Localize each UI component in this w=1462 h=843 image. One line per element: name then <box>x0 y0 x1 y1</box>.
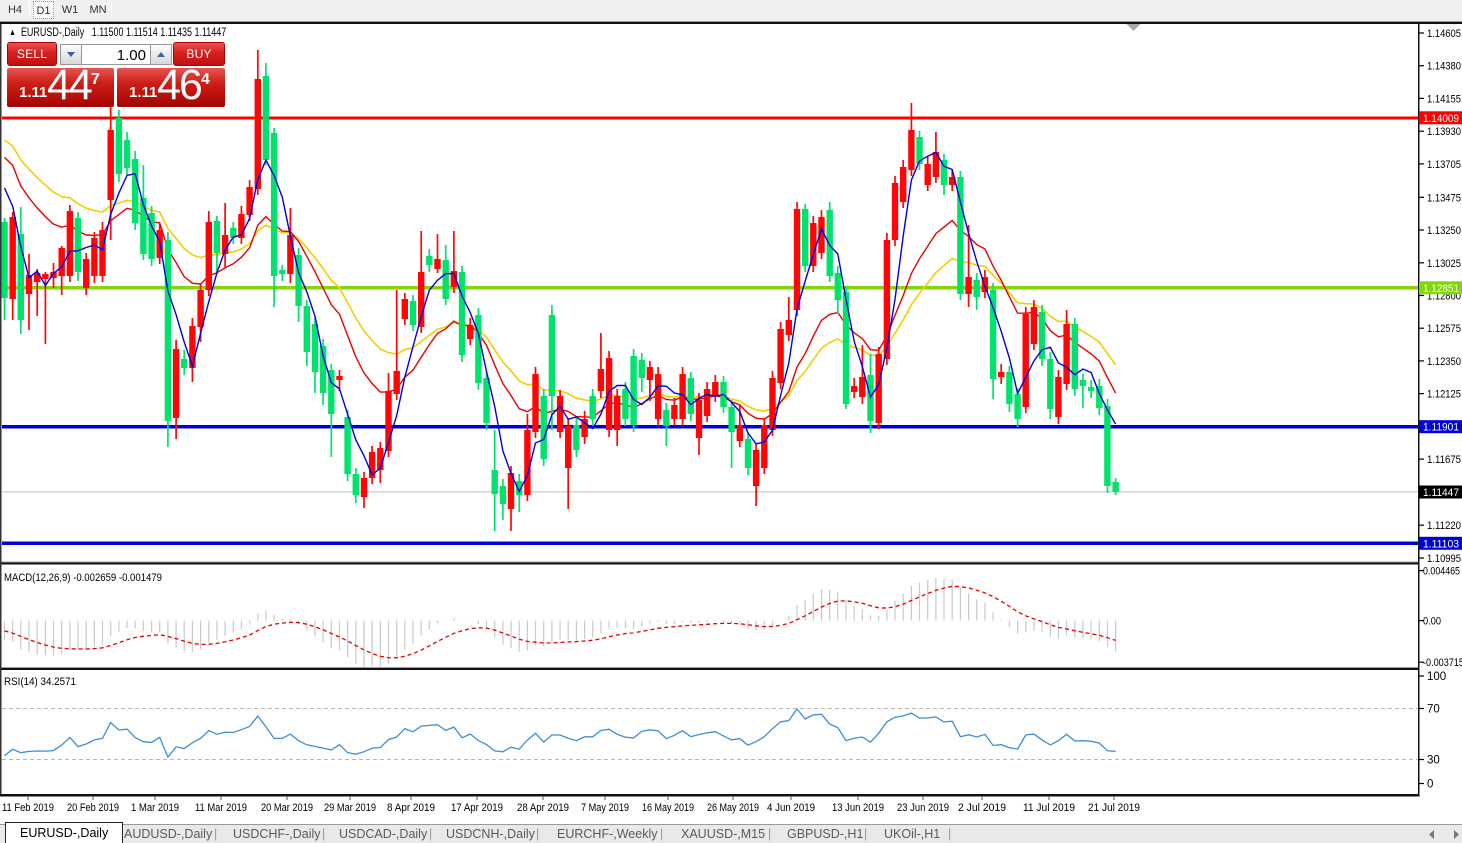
svg-text:1.12125: 1.12125 <box>1427 389 1461 401</box>
svg-text:1.13475: 1.13475 <box>1427 192 1461 204</box>
svg-text:28 Apr 2019: 28 Apr 2019 <box>517 802 569 814</box>
svg-text:11 Feb 2019: 11 Feb 2019 <box>2 802 54 814</box>
svg-text:13 Jun 2019: 13 Jun 2019 <box>832 802 884 814</box>
svg-text:20 Feb 2019: 20 Feb 2019 <box>67 802 119 814</box>
svg-text:26 May 2019: 26 May 2019 <box>707 802 759 814</box>
svg-text:1.13705: 1.13705 <box>1427 159 1461 171</box>
svg-text:1.12851: 1.12851 <box>1423 283 1459 295</box>
svg-text:11 Mar 2019: 11 Mar 2019 <box>195 802 247 814</box>
svg-text:1.11901: 1.11901 <box>1423 422 1459 434</box>
svg-text:MACD(12,26,9) -0.002659 -0.001: MACD(12,26,9) -0.002659 -0.001479 <box>4 572 162 584</box>
svg-text:1.14380: 1.14380 <box>1427 61 1461 73</box>
svg-text:30: 30 <box>1427 755 1440 767</box>
svg-text:1.12575: 1.12575 <box>1427 323 1461 335</box>
svg-text:20 Mar 2019: 20 Mar 2019 <box>261 802 313 814</box>
svg-text:0.004465: 0.004465 <box>1423 566 1460 578</box>
svg-text:0.00: 0.00 <box>1423 616 1441 628</box>
svg-text:29 Mar 2019: 29 Mar 2019 <box>324 802 376 814</box>
svg-text:1.14155: 1.14155 <box>1427 93 1461 105</box>
svg-text:21 Jul 2019: 21 Jul 2019 <box>1088 802 1140 814</box>
svg-text:1.13025: 1.13025 <box>1427 258 1461 270</box>
svg-text:11 Jul 2019: 11 Jul 2019 <box>1023 802 1075 814</box>
svg-text:0: 0 <box>1427 779 1433 791</box>
svg-text:4 Jun 2019: 4 Jun 2019 <box>767 802 815 814</box>
svg-text:16 May 2019: 16 May 2019 <box>642 802 694 814</box>
svg-text:1.10995: 1.10995 <box>1427 553 1461 565</box>
svg-text:17 Apr 2019: 17 Apr 2019 <box>451 802 503 814</box>
svg-text:2 Jul 2019: 2 Jul 2019 <box>958 802 1006 814</box>
svg-text:-0.003715: -0.003715 <box>1423 657 1462 669</box>
svg-text:8 Apr 2019: 8 Apr 2019 <box>387 802 435 814</box>
svg-text:1.11675: 1.11675 <box>1427 454 1461 466</box>
svg-text:1.13250: 1.13250 <box>1427 225 1461 237</box>
svg-text:7 May 2019: 7 May 2019 <box>581 802 629 814</box>
svg-text:1.12350: 1.12350 <box>1427 356 1461 368</box>
svg-text:1 Mar 2019: 1 Mar 2019 <box>131 802 179 814</box>
svg-text:1.11103: 1.11103 <box>1423 538 1459 550</box>
svg-text:1.11220: 1.11220 <box>1427 520 1461 532</box>
svg-text:RSI(14) 34.2571: RSI(14) 34.2571 <box>4 676 76 688</box>
svg-text:100: 100 <box>1427 671 1446 683</box>
svg-text:1.14605: 1.14605 <box>1427 28 1461 40</box>
svg-text:70: 70 <box>1427 704 1440 716</box>
svg-text:1.13930: 1.13930 <box>1427 126 1461 138</box>
svg-text:23 Jun 2019: 23 Jun 2019 <box>897 802 949 814</box>
svg-text:1.14009: 1.14009 <box>1423 113 1459 125</box>
svg-text:1.11447: 1.11447 <box>1423 487 1459 499</box>
